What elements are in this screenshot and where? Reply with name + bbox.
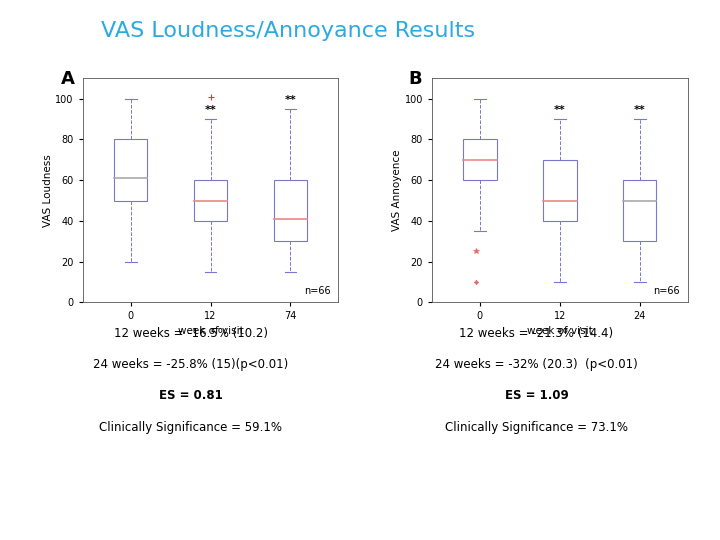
Bar — [274, 180, 307, 241]
Y-axis label: VAS Loudness: VAS Loudness — [42, 154, 53, 227]
Text: A: A — [61, 70, 75, 87]
Text: **: ** — [634, 105, 646, 115]
Y-axis label: VAS Annoyence: VAS Annoyence — [392, 150, 402, 231]
Text: 12 weeks = -16.5% (10.2): 12 weeks = -16.5% (10.2) — [114, 327, 268, 340]
X-axis label: week of visit: week of visit — [527, 326, 593, 335]
Text: Clinically Significance = 59.1%: Clinically Significance = 59.1% — [99, 421, 282, 434]
Text: VAS Loudness/Annoyance Results: VAS Loudness/Annoyance Results — [101, 21, 475, 41]
Text: **: ** — [554, 105, 566, 115]
Text: B: B — [408, 70, 422, 87]
Text: Clinically Significance = 73.1%: Clinically Significance = 73.1% — [445, 421, 628, 434]
Bar — [194, 180, 228, 221]
Bar — [623, 180, 657, 241]
Bar — [463, 139, 497, 180]
Text: ES = 0.81: ES = 0.81 — [159, 389, 222, 402]
Text: n=66: n=66 — [304, 286, 330, 296]
Text: 24 weeks = -32% (20.3)  (p<0.01): 24 weeks = -32% (20.3) (p<0.01) — [435, 358, 638, 371]
Text: 12 weeks = -21.3% (14.4): 12 weeks = -21.3% (14.4) — [459, 327, 613, 340]
Text: **: ** — [204, 105, 217, 115]
Text: ES = 1.09: ES = 1.09 — [505, 389, 568, 402]
X-axis label: week of visit: week of visit — [178, 326, 243, 335]
Bar — [114, 139, 148, 200]
Bar — [543, 160, 577, 221]
Text: 24 weeks = -25.8% (15)(p<0.01): 24 weeks = -25.8% (15)(p<0.01) — [93, 358, 289, 371]
Text: n=66: n=66 — [653, 286, 680, 296]
Text: **: ** — [284, 95, 297, 105]
